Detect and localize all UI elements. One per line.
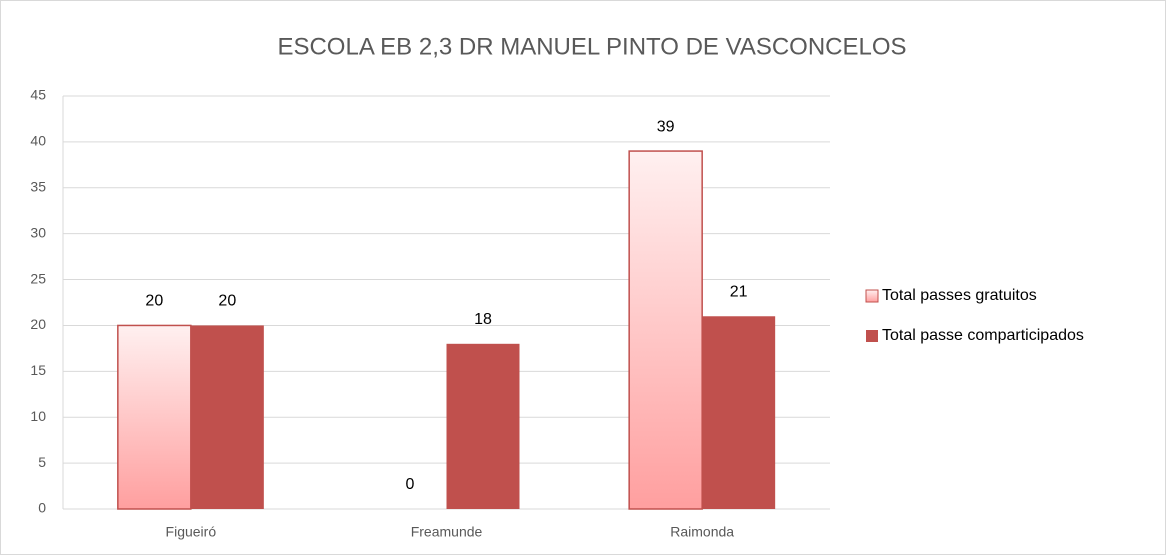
bar bbox=[190, 325, 264, 509]
x-tick-label: Figueiró bbox=[166, 524, 217, 540]
data-label: 20 bbox=[145, 293, 163, 310]
y-tick-label: 30 bbox=[30, 224, 46, 240]
data-label: 39 bbox=[657, 118, 675, 135]
bar bbox=[702, 316, 776, 509]
data-label: 0 bbox=[406, 476, 415, 493]
legend-swatch bbox=[866, 330, 878, 342]
legend-swatch bbox=[865, 289, 879, 303]
x-tick-label: Raimonda bbox=[670, 524, 734, 540]
data-label: 18 bbox=[474, 311, 492, 328]
y-tick-label: 40 bbox=[30, 133, 46, 149]
y-tick-label: 35 bbox=[30, 178, 46, 194]
y-tick-label: 0 bbox=[38, 500, 46, 516]
bar bbox=[446, 343, 520, 509]
legend-label: Total passes gratuitos bbox=[882, 287, 1037, 304]
chart-title: ESCOLA EB 2,3 DR MANUEL PINTO DE VASCONC… bbox=[277, 33, 906, 60]
legend-label: Total passe comparticipados bbox=[882, 327, 1084, 344]
y-tick-label: 10 bbox=[30, 408, 46, 424]
x-tick-label: Freamunde bbox=[411, 524, 483, 540]
y-tick-label: 20 bbox=[30, 316, 46, 332]
y-tick-label: 25 bbox=[30, 270, 46, 286]
y-tick-label: 15 bbox=[30, 362, 46, 378]
data-label: 21 bbox=[730, 283, 748, 300]
bar bbox=[628, 150, 703, 510]
y-tick-label: 45 bbox=[30, 87, 46, 103]
y-tick-label: 5 bbox=[38, 454, 46, 470]
data-label: 20 bbox=[218, 293, 236, 310]
bar bbox=[117, 324, 192, 510]
